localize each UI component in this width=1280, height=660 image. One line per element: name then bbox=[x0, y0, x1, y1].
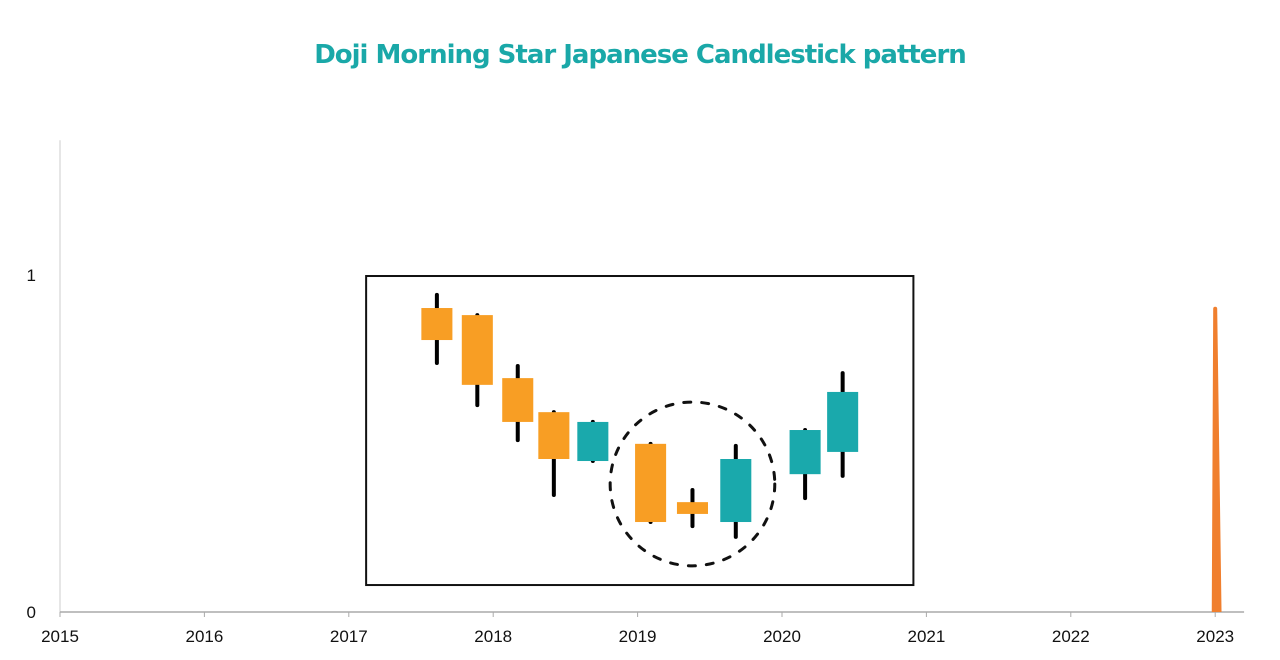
candle bbox=[720, 443, 752, 539]
candle bbox=[461, 313, 493, 408]
bearish-candle-body bbox=[676, 502, 708, 514]
x-tick-label: 2016 bbox=[185, 627, 223, 646]
bearish-candle-body bbox=[502, 378, 534, 422]
y-tick-label: 1 bbox=[27, 266, 36, 285]
candle bbox=[635, 441, 667, 525]
bullish-candle-body bbox=[789, 430, 821, 475]
candle bbox=[827, 371, 859, 478]
y-tick-label: 0 bbox=[27, 603, 36, 622]
candle bbox=[421, 292, 453, 365]
bullish-candle-body bbox=[577, 421, 609, 462]
highlight-circle bbox=[608, 400, 777, 568]
x-tick-label: 2015 bbox=[41, 627, 79, 646]
x-tick-label: 2017 bbox=[330, 627, 368, 646]
bearish-candle-body bbox=[538, 412, 570, 460]
x-tick-label: 2020 bbox=[763, 627, 801, 646]
bearish-candle-body bbox=[421, 308, 453, 341]
bullish-candle-body bbox=[827, 391, 859, 452]
x-tick-label: 2022 bbox=[1052, 627, 1090, 646]
chart-title: Doji Morning Star Japanese Candlestick p… bbox=[314, 40, 967, 70]
candle bbox=[676, 488, 708, 529]
candle bbox=[502, 363, 534, 443]
series-line-spike bbox=[1211, 306, 1222, 613]
x-tick-label: 2023 bbox=[1196, 627, 1234, 646]
x-tick-label: 2019 bbox=[619, 627, 657, 646]
bearish-candle-body bbox=[635, 443, 667, 523]
bullish-candle-body bbox=[720, 459, 752, 523]
candle bbox=[789, 428, 821, 501]
x-tick-label: 2018 bbox=[474, 627, 512, 646]
candle bbox=[538, 410, 570, 498]
bearish-candle-body bbox=[461, 315, 493, 385]
candle bbox=[577, 419, 609, 464]
illustration-frame bbox=[365, 275, 915, 587]
x-tick-label: 2021 bbox=[907, 627, 945, 646]
